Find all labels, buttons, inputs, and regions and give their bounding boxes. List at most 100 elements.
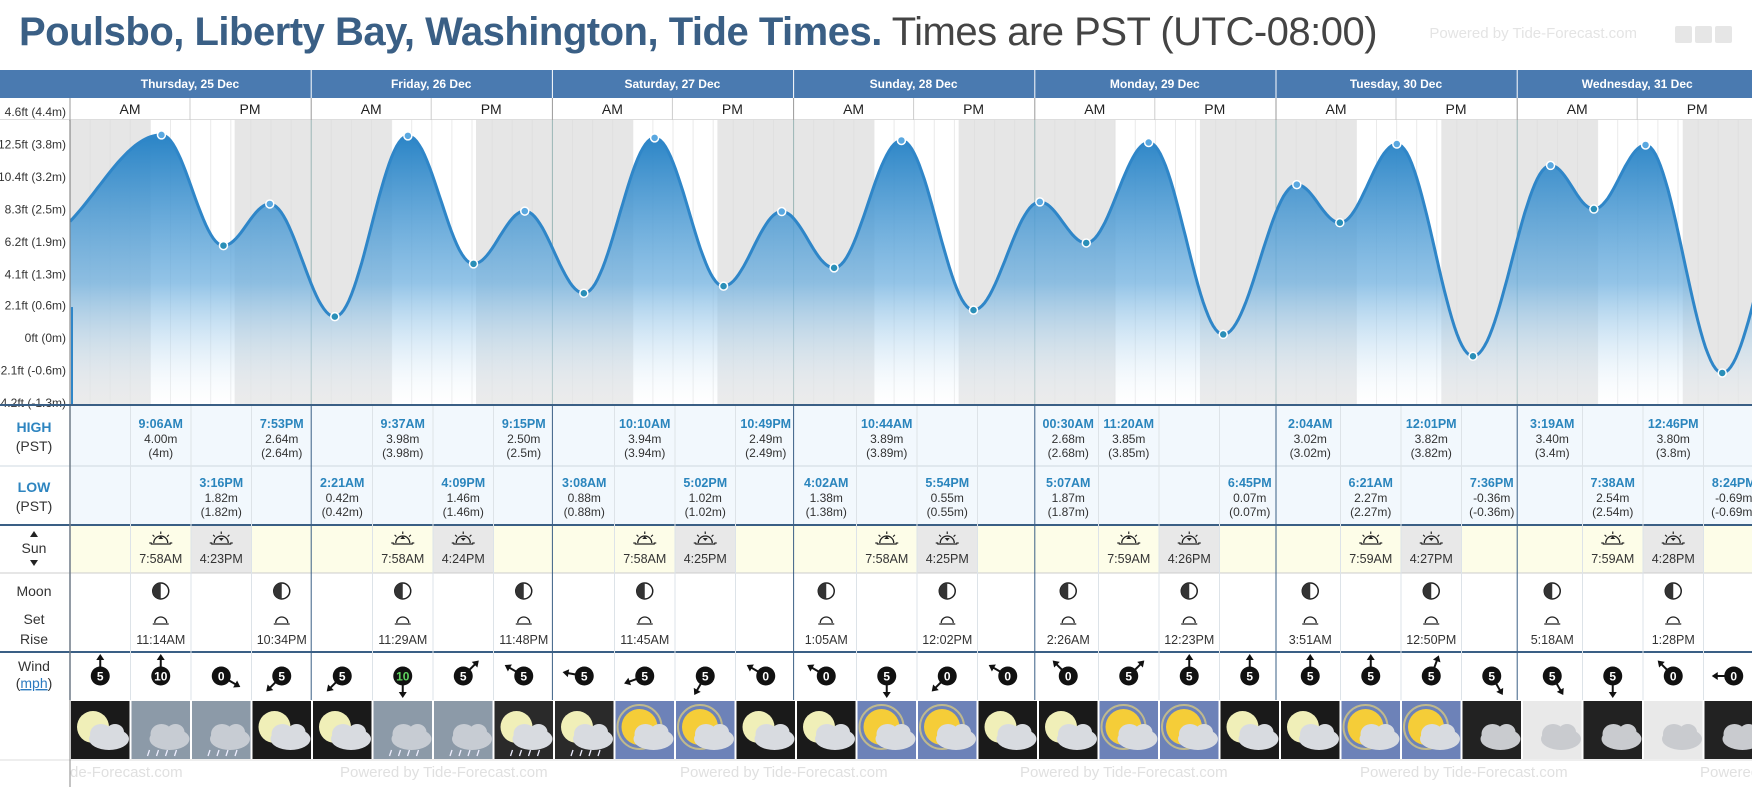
sun-arc	[455, 535, 471, 544]
wind-unit-link[interactable]: mph	[20, 675, 47, 691]
wind-speed: 5	[883, 670, 890, 684]
wind-badge	[695, 666, 715, 686]
cloud-shape	[711, 724, 729, 740]
tide-low-point	[1081, 238, 1092, 248]
tide-high-point	[403, 131, 413, 141]
sunset-time: 4:23PM	[200, 552, 243, 566]
rain-drop	[173, 749, 178, 757]
low-tide-height-paren: (-0.69m)	[1711, 505, 1752, 519]
day-header-band	[0, 70, 1752, 98]
wind-indicator	[266, 666, 292, 692]
moon-arc	[275, 616, 289, 624]
tide-low-point	[579, 288, 589, 299]
low-tide-height-paren: (1.38m)	[806, 505, 847, 519]
moonrise-icon	[273, 616, 290, 625]
moon-phase-icon	[273, 582, 291, 600]
moon-phase-icon	[1059, 582, 1077, 600]
moon-arc	[517, 616, 531, 624]
y-tick-label: 12.5ft (3.8m)	[0, 138, 66, 152]
pm-label: PM	[722, 101, 743, 117]
cloud-shape	[211, 724, 233, 744]
sunrise-icon	[391, 531, 415, 545]
wind-badge	[998, 666, 1018, 686]
weather-rain-cloud-icon	[373, 701, 432, 759]
rain-drop	[406, 749, 411, 757]
moon-phase-icon	[1422, 582, 1440, 600]
sunrise-time: 7:58AM	[865, 552, 908, 566]
sun-ray	[469, 534, 472, 538]
sunrise-icon	[1117, 531, 1141, 545]
wind-badge	[1542, 666, 1562, 686]
cloud-shape	[1300, 724, 1322, 744]
wind-arrow-head	[1556, 687, 1564, 696]
moon-arc	[1545, 616, 1559, 624]
wind-indicator	[211, 666, 241, 688]
wind-indicator	[1542, 666, 1564, 696]
rain-drop	[527, 749, 532, 757]
cloud-shape	[1376, 724, 1395, 740]
sun-arrow	[400, 536, 406, 539]
wind-arrow-head	[96, 654, 105, 660]
low-tide-time: 7:38AM	[1591, 476, 1635, 490]
tide-high-point	[156, 130, 167, 140]
y-tick-label: 10.4ft (3.2m)	[0, 170, 66, 184]
sunset-time: 4:25PM	[926, 552, 969, 566]
moonrise-time: 5:18AM	[1531, 633, 1574, 647]
wind-badge	[1724, 666, 1744, 686]
wind-arrow-head	[1657, 660, 1665, 668]
wind-indicator	[1482, 666, 1504, 696]
low-tide-time: 3:08AM	[562, 476, 606, 490]
wind-badge	[1361, 666, 1381, 686]
day-header-label: Thursday, 25 Dec	[141, 77, 240, 91]
rain-drop	[588, 749, 592, 757]
footer-watermark: Powered by Tide-Forecast.com Powered by T…	[70, 762, 1752, 787]
low-tide-time: 6:45PM	[1228, 476, 1272, 490]
wind-arrow-head	[266, 684, 274, 692]
wind-indicator	[1421, 655, 1441, 686]
cloud-shape	[90, 724, 112, 744]
moonrise-time: 11:48PM	[499, 633, 548, 647]
high-tide-height: 2.64m	[265, 432, 298, 446]
high-tide-height: 4.00m	[144, 432, 177, 446]
high-tide-time: 2:04AM	[1288, 417, 1332, 431]
wind-arrow-head	[326, 684, 334, 692]
cloud-shape	[513, 724, 536, 744]
low-tide-height-paren: (0.55m)	[927, 505, 968, 519]
sun-up-arrow-icon	[30, 531, 38, 537]
am-label: AM	[1326, 101, 1347, 117]
wind-indicator	[562, 666, 594, 686]
wind-arrow-head	[624, 677, 632, 686]
high-tide-time: 00:30AM	[1043, 417, 1094, 431]
moonset-icon	[636, 616, 653, 625]
wind-badge	[211, 666, 231, 686]
moonrise-icon	[1544, 616, 1561, 625]
low-tide-height: 0.07m	[1233, 491, 1266, 505]
cloud-shape	[1074, 724, 1092, 740]
moonrise-icon	[1060, 616, 1077, 625]
wind-indicator	[877, 666, 897, 698]
tide-low-point	[1468, 351, 1478, 362]
cloud-shape	[1013, 724, 1032, 740]
high-tide-height: 3.85m	[1112, 432, 1145, 446]
sun-arrow	[1670, 538, 1676, 541]
high-tide-height: 2.50m	[507, 432, 540, 446]
sun-arc	[213, 535, 229, 544]
pm-label: PM	[1687, 101, 1708, 117]
cloud-shape	[1118, 724, 1141, 744]
low-tide-height: 1.46m	[447, 491, 480, 505]
wind-arrow-head	[1185, 654, 1194, 660]
sunrise-icon	[633, 531, 657, 545]
high-tide-height-paren: (3.85m)	[1108, 446, 1149, 460]
sunrise-icon	[1601, 531, 1625, 545]
sun-ray	[212, 534, 216, 538]
cloud-shape	[1179, 724, 1201, 744]
wind-badge	[151, 666, 171, 686]
low-tide-height-paren: (0.07m)	[1229, 505, 1270, 519]
sunrise-time: 7:58AM	[381, 552, 424, 566]
footer-powered-text: Powered by Tide-Forecast.com	[1020, 764, 1228, 781]
footer-powered-text: Powered by Tide-Forecast.com	[340, 764, 548, 781]
day-header-label: Sunday, 28 Dec	[870, 77, 958, 91]
wind-indicator	[326, 666, 352, 692]
sun-ray	[938, 534, 942, 538]
cloud-shape	[1255, 724, 1274, 740]
